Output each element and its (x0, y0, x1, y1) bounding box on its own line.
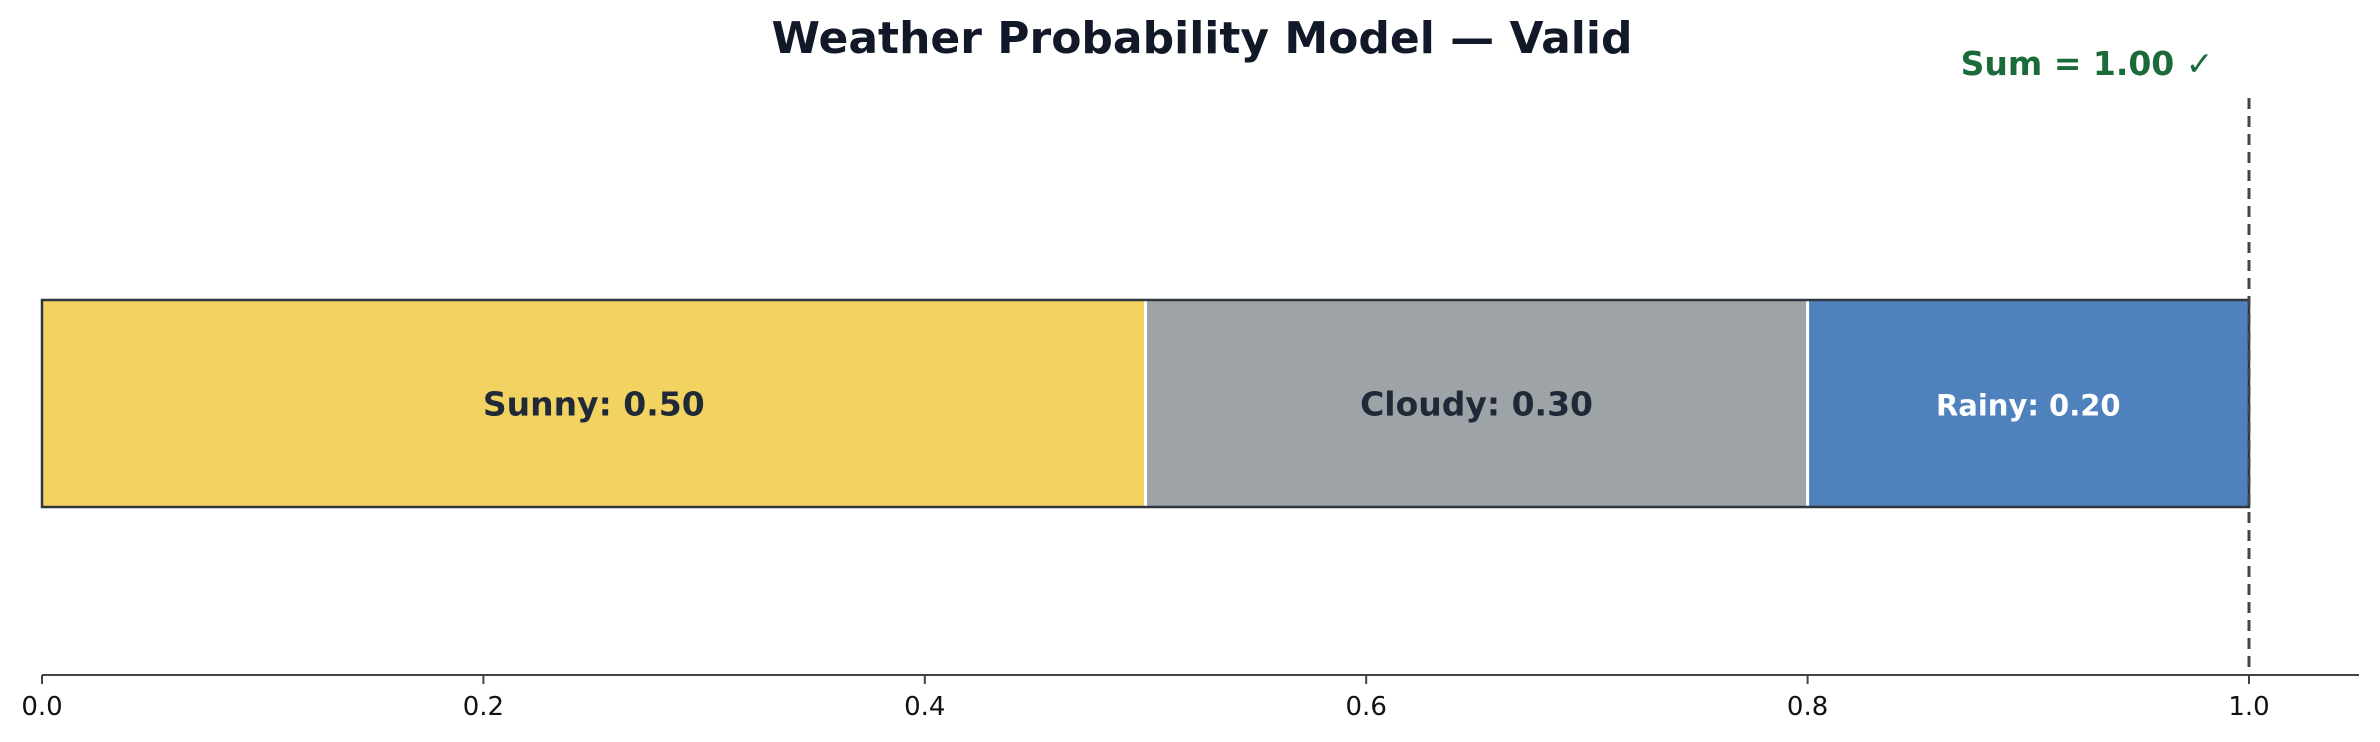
segment-label-rainy: Rainy: 0.20 (1936, 389, 2121, 423)
bar-segment-sunny (42, 300, 1146, 507)
x-tick-label: 0.2 (463, 692, 504, 722)
x-tick-label: 0.4 (904, 692, 945, 722)
segment-label-cloudy: Cloudy: 0.30 (1360, 385, 1593, 424)
segment-labels: Sunny: 0.50 Cloudy: 0.30 Rainy: 0.20 (483, 385, 2121, 424)
x-tick-label: 1.0 (2228, 692, 2269, 722)
bar-segments (40, 298, 2251, 509)
segment-label-sunny: Sunny: 0.50 (483, 385, 705, 424)
x-axis-ticks: 0.0 0.2 0.4 0.6 0.8 1.0 (21, 675, 2270, 722)
bar-outline (40, 298, 2251, 509)
x-tick-label: 0.8 (1787, 692, 1828, 722)
bar-segment-cloudy (1145, 300, 1808, 507)
sum-annotation: Sum = 1.00 ✓ (1961, 44, 2214, 83)
x-tick-label: 0.6 (1346, 692, 1387, 722)
bar-segment-rainy (1807, 300, 2249, 507)
x-tick-label: 0.0 (21, 692, 62, 722)
chart-title: Weather Probability Model — Valid (772, 13, 1633, 64)
